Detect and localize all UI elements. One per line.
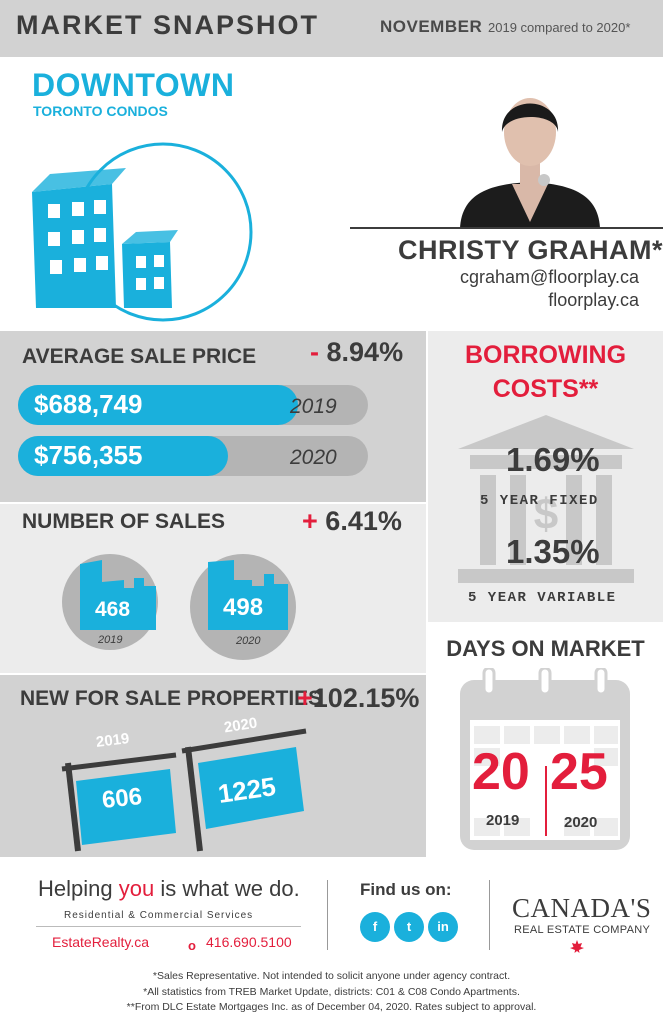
sales-building-icon: [208, 560, 288, 630]
change-sign: +: [302, 506, 318, 536]
number-of-sales-title: NUMBER OF SALES: [22, 510, 226, 533]
area-title: DOWNTOWN: [32, 67, 235, 103]
brand-logo-name: CANADA'S: [512, 893, 652, 923]
footer-separator: [489, 880, 490, 950]
days-year-2019: 2019: [486, 812, 520, 829]
for-sale-signs: [61, 728, 307, 852]
days-on-market-panel: DAYS ON MARKET 20 2019 25 2020: [428, 624, 663, 857]
find-us-label: Find us on:: [360, 880, 452, 899]
borrowing-title-line2: COSTS**: [492, 375, 599, 403]
agent-divider: [350, 227, 663, 229]
agent-email[interactable]: cgraham@floorplay.ca: [459, 267, 639, 287]
phone-icon: o: [188, 938, 196, 953]
footer-divider: [36, 926, 301, 927]
bank-icon: $: [458, 415, 634, 583]
footnote: *All statistics from TREB Market Update,…: [143, 986, 520, 998]
header-month: NOVEMBER: [380, 17, 483, 36]
days-on-market-title: DAYS ON MARKET: [446, 636, 645, 661]
days-value-2020: 25: [550, 743, 608, 801]
days-value-2019: 20: [472, 743, 530, 801]
brand-logo-subtitle: REAL ESTATE COMPANY: [514, 924, 651, 936]
sales-year-2019: 2019: [98, 634, 123, 646]
header-bar: [0, 0, 663, 57]
sign-value-2019: 606: [100, 782, 144, 815]
change-sign: +: [297, 683, 313, 713]
tagline-text: is what we do.: [154, 876, 300, 901]
footer-separator: [327, 880, 328, 950]
linkedin-icon[interactable]: in: [428, 912, 458, 942]
change-sign: -: [310, 337, 319, 367]
maple-leaf-icon: [570, 940, 584, 953]
sales-value-2020: 498: [223, 594, 264, 621]
change-value: 6.41%: [325, 506, 402, 536]
footnote: *Sales Representative. Not intended to s…: [152, 970, 511, 982]
change-value: 102.15%: [312, 683, 420, 713]
sales-value-2019: 468: [95, 598, 131, 621]
agent-name: CHRISTY GRAHAM*: [398, 235, 663, 265]
tagline-text: Helping: [38, 876, 119, 901]
facebook-icon[interactable]: f: [360, 912, 390, 942]
agent-photo: [452, 72, 608, 228]
price-value-2019: $688,749: [34, 389, 143, 419]
svg-text:$: $: [534, 490, 558, 539]
price-year-2019: 2019: [290, 395, 337, 418]
agent-website[interactable]: floorplay.ca: [548, 290, 639, 310]
sales-building-icon: [80, 560, 156, 630]
variable-rate: 1.35%: [506, 533, 600, 570]
borrowing-costs-panel: BORROWING COSTS** $ 1.69% 5 YEAR FIXED 1…: [428, 331, 663, 622]
price-year-2020: 2020: [290, 446, 337, 469]
area-subtitle: TORONTO CONDOS: [33, 103, 168, 119]
fixed-rate-label: 5 YEAR FIXED: [480, 493, 599, 509]
average-sale-price-title: AVERAGE SALE PRICE: [22, 345, 257, 368]
change-value: 8.94%: [326, 337, 404, 367]
days-year-2020: 2020: [564, 814, 598, 831]
sales-year-2020: 2020: [236, 635, 261, 647]
number-of-sales-panel: NUMBER OF SALES + 6.41% 468 2019 498 202…: [0, 504, 426, 673]
average-sale-price-change: - 8.94%: [310, 337, 403, 368]
calendar-icon: [460, 668, 630, 850]
new-for-sale-panel: NEW FOR SALE PROPERTIES +102.15% 2019 60…: [0, 675, 426, 857]
footnote: **From DLC Estate Mortgages Inc. as of D…: [126, 1001, 537, 1013]
building-icon: [32, 142, 253, 322]
footer-website-link[interactable]: EstateRealty.ca: [52, 934, 150, 950]
price-value-2020: $756,355: [34, 440, 143, 470]
footer-phone-link[interactable]: 416.690.5100: [206, 934, 292, 950]
fixed-rate: 1.69%: [506, 441, 600, 478]
borrowing-title-line1: BORROWING: [464, 341, 627, 369]
variable-rate-label: 5 YEAR VARIABLE: [468, 590, 617, 606]
header-comparison: 2019 compared to 2020*: [488, 20, 631, 35]
footer-tagline: Helping you is what we do.: [38, 876, 300, 902]
average-sale-price-panel: AVERAGE SALE PRICE - 8.94% $688,749 2019…: [0, 331, 426, 502]
number-of-sales-change: + 6.41%: [302, 506, 402, 537]
new-for-sale-change: +102.15%: [297, 683, 419, 714]
tagline-you: you: [118, 876, 155, 901]
page-title: MARKET SNAPSHOT: [16, 10, 320, 40]
price-bar-2020: [18, 436, 228, 476]
new-for-sale-title: NEW FOR SALE PROPERTIES: [20, 687, 323, 710]
price-bar-2019: [18, 385, 298, 425]
twitter-icon[interactable]: t: [394, 912, 424, 942]
footer-services: Residential & Commercial Services: [64, 910, 254, 921]
